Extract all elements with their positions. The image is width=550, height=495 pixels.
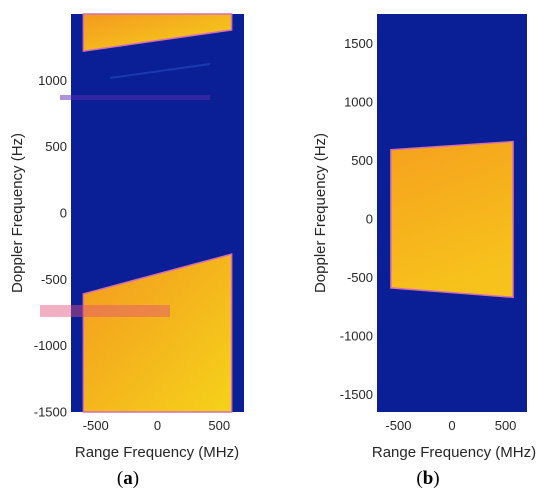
y-tick-label-a-0: -1500 <box>34 405 67 420</box>
panel-label-b: (b) <box>416 468 439 489</box>
panel-label-b-close: ) <box>433 468 439 489</box>
x-ticks-a: -500 0 500 <box>83 418 230 433</box>
x-axis-label-b: Range Frequency (MHz) <box>372 444 536 461</box>
x-ticks-b: -500 0 500 <box>385 418 516 433</box>
region-a-upper <box>82 13 233 53</box>
y-tick-label-b-1: -1000 <box>340 328 373 343</box>
y-tick-label-b-6: 1500 <box>344 36 373 51</box>
y-tick-label-b-4: 500 <box>351 153 373 168</box>
x-tick-label-a-1: 0 <box>154 418 161 433</box>
regions-a <box>82 13 233 413</box>
x-tick-label-a-2: 500 <box>208 418 230 433</box>
panel-label-b-open: ( <box>416 468 422 489</box>
x-tick-label-b-2: 500 <box>495 418 517 433</box>
artifact-streak-a2 <box>60 95 210 100</box>
artifact-line-a3 <box>109 63 211 79</box>
artifact-streak-a1 <box>40 305 170 317</box>
y-tick-label-b-2: -500 <box>347 270 373 285</box>
region-a-lower <box>82 253 233 413</box>
x-tick-label-b-0: -500 <box>385 418 411 433</box>
y-axis-label-a: Doppler Frequency (Hz) <box>9 133 26 293</box>
panel-b: -1500 -1000 -500 0 500 1000 1500 -500 0 500 Rang… <box>312 14 536 489</box>
y-tick-label-b-0: -1500 <box>340 387 373 402</box>
y-tick-label-a-5: 1000 <box>38 73 67 88</box>
panel-label-b-letter: b <box>423 468 434 489</box>
panel-label-a: (a) <box>117 468 139 489</box>
region-b-main <box>390 140 514 299</box>
y-tick-label-b-3: 0 <box>366 211 373 226</box>
y-tick-label-a-4: 500 <box>45 139 67 154</box>
x-tick-label-a-0: -500 <box>83 418 109 433</box>
panel-label-a-open: ( <box>117 468 123 489</box>
x-tick-label-b-1: 0 <box>448 418 455 433</box>
regions-b <box>390 140 514 299</box>
y-tick-label-a-2: -500 <box>41 272 67 287</box>
y-ticks-a: -1500 -1000 -500 0 500 1000 <box>34 73 67 420</box>
x-axis-label-a: Range Frequency (MHz) <box>75 444 239 461</box>
panel-label-a-close: ) <box>133 468 139 489</box>
y-tick-label-a-3: 0 <box>60 206 67 221</box>
panel-label-a-letter: a <box>123 468 133 489</box>
y-ticks-b: -1500 -1000 -500 0 500 1000 1500 <box>340 36 373 402</box>
y-axis-label-b: Doppler Frequency (Hz) <box>312 133 329 293</box>
y-tick-label-a-1: -1000 <box>34 338 67 353</box>
panel-a: -1500 -1000 -500 0 500 1000 -500 0 500 Range Fr… <box>9 13 244 489</box>
y-tick-label-b-5: 1000 <box>344 94 373 109</box>
